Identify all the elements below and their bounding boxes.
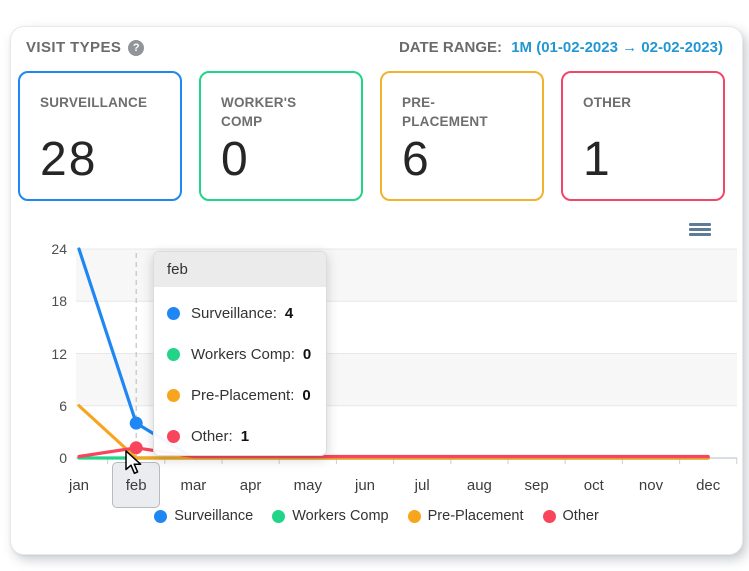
legend-item[interactable]: Surveillance: [154, 508, 253, 524]
y-axis-label: 0: [59, 450, 67, 466]
summary-cards: SURVEILLANCE 28 WORKER'S COMP 0 PRE-PLAC…: [18, 71, 725, 201]
tooltip-row: Other: 1: [167, 416, 313, 457]
chart-tooltip: feb Surveillance: 4 Workers Comp: 0 Pre-Plac…: [153, 251, 327, 456]
tooltip-series-label: Pre-Placement:: [191, 387, 295, 404]
y-axis-label: 6: [59, 397, 67, 414]
legend-item[interactable]: Other: [542, 508, 599, 524]
tooltip-series-label: Other:: [191, 428, 233, 445]
legend-label: Other: [562, 508, 599, 524]
tooltip-row: Surveillance: 4: [167, 293, 313, 334]
legend-dot-icon: [154, 509, 168, 523]
y-axis-label: 18: [51, 293, 67, 310]
summary-card: PRE-PLACEMENT 6: [380, 71, 544, 201]
legend-label: Surveillance: [174, 508, 254, 524]
date-range-value[interactable]: 1M (01-02-2023 → 02-02-2023): [511, 39, 723, 56]
tooltip-series-value: 0: [302, 346, 312, 363]
legend-dot-icon: [272, 509, 286, 523]
x-axis-label: aug: [466, 477, 492, 494]
tooltip-series-value: 1: [240, 428, 250, 445]
legend-item[interactable]: Pre-Placement: [407, 508, 524, 524]
x-axis-label: sep: [524, 477, 549, 494]
visit-types-panel: VISIT TYPES ? DATE RANGE: 1M (01-02-2023…: [10, 26, 743, 555]
tooltip-series-label: Workers Comp:: [191, 346, 295, 363]
tooltip-series-value: 0: [302, 387, 311, 404]
legend-dot-icon: [542, 509, 556, 523]
card-value: 0: [221, 133, 250, 186]
panel-header: VISIT TYPES ? DATE RANGE: 1M (01-02-2023…: [26, 39, 723, 56]
tooltip-series-dot-icon: [167, 307, 180, 320]
x-axis-label: jul: [414, 477, 430, 494]
legend-label: Pre-Placement: [427, 508, 524, 524]
hamburger-bar: [689, 228, 711, 231]
legend-label: Workers Comp: [292, 508, 389, 524]
x-axis-label: apr: [239, 477, 262, 494]
card-value: 28: [40, 133, 98, 186]
tooltip-series-dot-icon: [167, 348, 180, 361]
date-range-label: DATE RANGE:: [398, 39, 503, 56]
tooltip-title: feb: [154, 252, 326, 287]
hamburger-bar: [689, 223, 711, 226]
chart-legend: Surveillance Workers Comp Pre-Placement Oth…: [11, 508, 742, 524]
summary-card: SURVEILLANCE 28: [18, 71, 182, 201]
summary-card: WORKER'S COMP 0: [199, 71, 363, 201]
tooltip-series-dot-icon: [167, 389, 180, 402]
y-axis-label: 12: [51, 345, 67, 362]
x-axis-label: jan: [68, 477, 90, 494]
tooltip-row: Workers Comp: 0: [167, 334, 313, 375]
tooltip-series-label: Surveillance:: [191, 305, 277, 322]
card-label: WORKER'S COMP: [221, 95, 297, 129]
x-axis-label: oct: [583, 477, 604, 494]
panel-title: VISIT TYPES: [26, 39, 122, 56]
x-axis-label: dec: [696, 477, 721, 494]
tooltip-series-dot-icon: [167, 430, 180, 443]
legend-dot-icon: [407, 509, 421, 523]
mouse-cursor-icon: [125, 450, 142, 475]
x-axis-label: may: [293, 477, 322, 494]
x-axis-label: nov: [638, 477, 664, 494]
card-label: PRE-PLACEMENT: [402, 95, 488, 129]
x-axis-label: mar: [180, 477, 207, 494]
card-label: OTHER: [583, 95, 632, 110]
y-axis-label: 24: [51, 241, 67, 257]
tooltip-row: Pre-Placement: 0: [167, 375, 313, 416]
hamburger-bar: [689, 233, 711, 236]
tooltip-body: Surveillance: 4 Workers Comp: 0 Pre-Placemen…: [154, 287, 326, 457]
help-icon[interactable]: ?: [128, 39, 145, 56]
legend-item[interactable]: Workers Comp: [272, 508, 389, 524]
card-value: 6: [402, 133, 431, 186]
summary-card: OTHER 1: [561, 71, 725, 201]
hamburger-icon[interactable]: [689, 223, 711, 236]
card-label: SURVEILLANCE: [40, 95, 148, 110]
x-axis-label: jun: [354, 477, 376, 494]
date-range: DATE RANGE: 1M (01-02-2023 → 02-02-2023): [399, 39, 723, 56]
title-group: VISIT TYPES ?: [26, 39, 145, 56]
card-value: 1: [583, 133, 612, 186]
tooltip-series-value: 4: [284, 305, 294, 322]
